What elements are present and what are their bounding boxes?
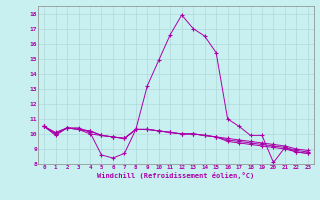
X-axis label: Windchill (Refroidissement éolien,°C): Windchill (Refroidissement éolien,°C) — [97, 172, 255, 179]
